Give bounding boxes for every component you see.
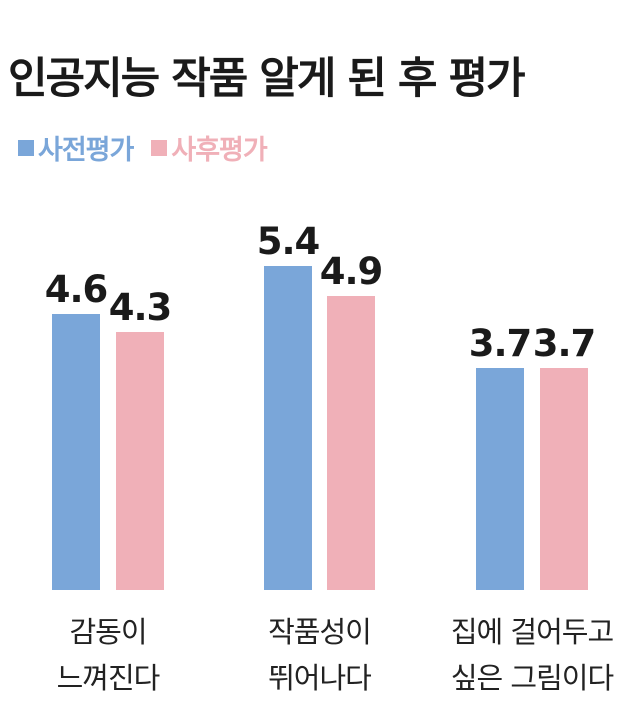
legend-item-pre: 사전평가 <box>18 128 134 167</box>
bar-post-2 <box>327 296 375 590</box>
legend-swatch-pre <box>18 139 34 156</box>
chart-title: 인공지능 작품 알게 된 후 평가 <box>8 54 526 104</box>
value-label-post-3: 3.7 <box>533 322 596 365</box>
category-label-2-line-2: 뛰어나다 <box>268 661 371 695</box>
bar-post-3 <box>540 368 588 590</box>
legend-swatch-post <box>151 139 168 156</box>
bar-post-1 <box>116 332 164 590</box>
value-label-pre-2: 5.4 <box>257 220 320 263</box>
value-label-post-1: 4.3 <box>109 286 172 329</box>
value-label-post-2: 4.9 <box>320 250 383 293</box>
category-label-3-line-1: 집에 걸어두고 <box>451 615 614 649</box>
bar-pre-2 <box>264 266 312 590</box>
legend-label-post: 사후평가 <box>171 135 267 166</box>
category-label-3-line-2: 싶은 그림이다 <box>451 661 614 695</box>
value-label-pre-1: 4.6 <box>45 268 108 311</box>
bar-pre-1 <box>52 314 100 590</box>
value-label-pre-3: 3.7 <box>469 322 532 365</box>
category-label-2-line-1: 작품성이 <box>268 615 371 649</box>
legend: 사전평가 사후평가 <box>18 128 285 167</box>
bar-pre-3 <box>476 368 524 590</box>
legend-item-post: 사후평가 <box>151 128 268 167</box>
category-label-1-line-2: 느껴진다 <box>57 661 160 695</box>
legend-label-pre: 사전평가 <box>38 135 134 166</box>
category-label-1-line-1: 감동이 <box>69 615 146 649</box>
